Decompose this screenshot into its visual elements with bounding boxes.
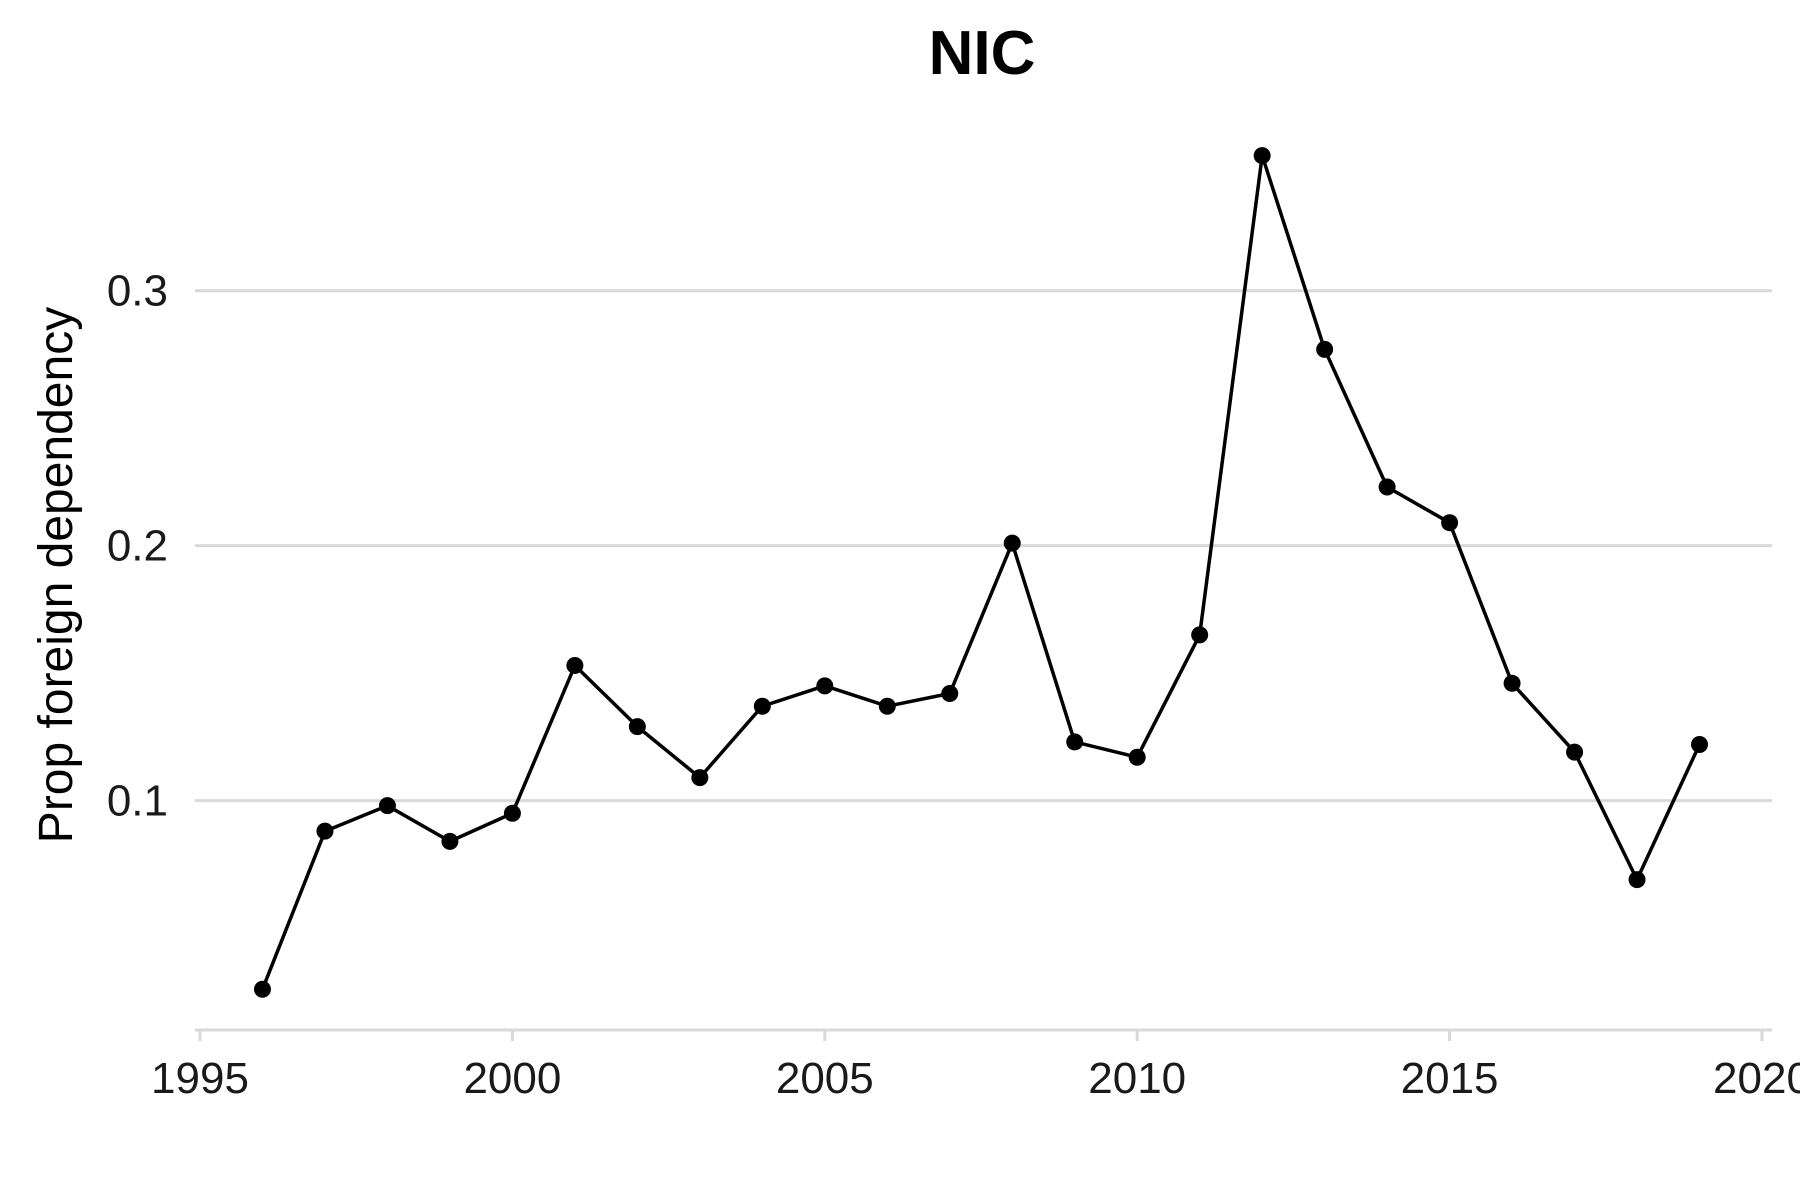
data-point	[1628, 871, 1646, 889]
data-point	[378, 797, 396, 815]
data-point	[1003, 534, 1021, 552]
data-point	[1253, 147, 1271, 165]
data-point	[816, 677, 834, 695]
x-tick-label: 2015	[1401, 1054, 1499, 1103]
data-point	[1566, 743, 1584, 761]
data-point	[1128, 748, 1146, 766]
data-point	[441, 832, 459, 850]
data-point	[941, 684, 959, 702]
data-point	[878, 697, 896, 715]
data-point	[1378, 478, 1396, 496]
data-point	[1191, 626, 1209, 644]
x-tick-label: 2005	[776, 1054, 874, 1103]
data-point	[1503, 674, 1521, 692]
data-point	[628, 718, 646, 736]
series-line	[260, 153, 1702, 990]
data-point	[753, 697, 771, 715]
data-point	[1691, 735, 1709, 753]
y-axis-ticks: 0.1 0.2 0.3	[107, 267, 168, 826]
data-point	[1066, 733, 1084, 751]
data-point	[316, 822, 334, 840]
data-point	[1441, 514, 1459, 532]
gridlines	[195, 289, 1772, 803]
y-tick-label: 0.3	[107, 267, 168, 316]
x-axis-ticks: 1995 2000 2005 2010 2015 2020	[151, 1030, 1800, 1103]
y-axis-label: Prop foreign dependency	[30, 307, 83, 843]
data-point	[503, 804, 521, 822]
x-tick-label: 2020	[1713, 1054, 1800, 1103]
data-point	[691, 769, 709, 787]
x-tick-label: 2000	[463, 1054, 561, 1103]
x-tick-label: 1995	[151, 1054, 249, 1103]
data-point	[566, 656, 584, 674]
y-tick-label: 0.1	[107, 777, 168, 826]
y-tick-label: 0.2	[107, 522, 168, 571]
chart-title: NIC	[929, 19, 1036, 88]
data-point	[253, 980, 271, 998]
data-points	[253, 147, 1709, 998]
data-point	[1316, 340, 1334, 358]
x-tick-label: 2010	[1088, 1054, 1186, 1103]
